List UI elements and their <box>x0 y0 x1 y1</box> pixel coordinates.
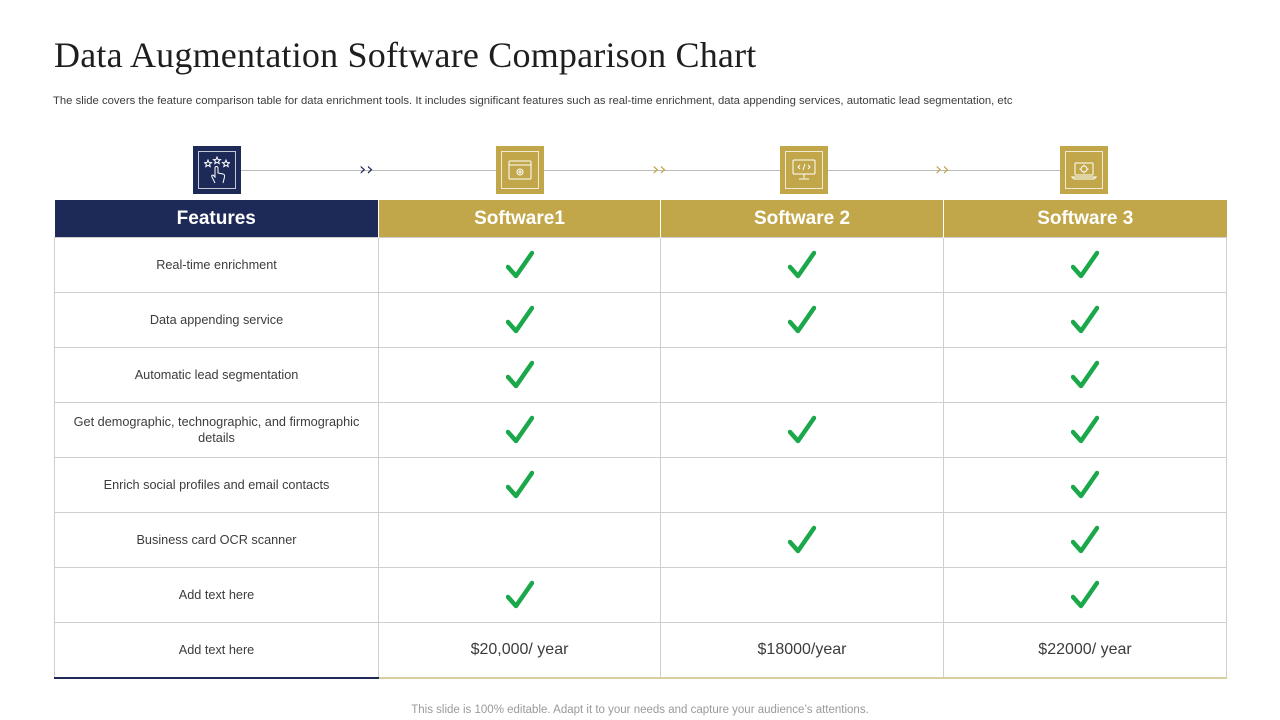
check-icon <box>1071 525 1099 554</box>
feature-label: Enrich social profiles and email contact… <box>54 457 379 513</box>
software-3-cell <box>943 292 1227 348</box>
software-1-cell <box>378 567 661 623</box>
browser-settings-icon <box>496 146 544 194</box>
check-icon <box>1071 470 1099 499</box>
software-2-cell <box>660 457 944 513</box>
feature-label: Get demographic, technographic, and firm… <box>54 402 379 458</box>
software-1-cell <box>378 402 661 458</box>
software-1-cell <box>378 347 661 403</box>
check-icon <box>505 470 534 499</box>
column-header-software-2: Software 2 <box>660 200 944 238</box>
column-header-features: Features <box>54 200 379 238</box>
table-header-row: Features Software1 Software 2 Software 3 <box>54 200 1227 238</box>
table-row: Automatic lead segmentation <box>54 347 1227 403</box>
software-2-cell <box>660 237 944 293</box>
slide-title: Data Augmentation Software Comparison Ch… <box>54 35 757 75</box>
software-1-price: $20,000/ year <box>378 622 661 679</box>
software-1-cell <box>378 292 661 348</box>
check-icon <box>505 250 534 279</box>
software-2-cell <box>660 292 944 348</box>
check-icon <box>1071 415 1099 444</box>
feature-label: Data appending service <box>54 292 379 348</box>
table-row: Business card OCR scanner <box>54 512 1227 568</box>
software-2-cell <box>660 347 944 403</box>
table-row: Get demographic, technographic, and firm… <box>54 402 1227 458</box>
table-row: Data appending service <box>54 292 1227 348</box>
comparison-table: Features Software1 Software 2 Software 3… <box>54 200 1227 679</box>
software-3-cell <box>943 402 1227 458</box>
software-1-cell <box>378 512 661 568</box>
check-icon <box>788 305 816 334</box>
column-header-software-3: Software 3 <box>943 200 1227 238</box>
flow-connector <box>828 170 1060 171</box>
software-3-price: $22000/ year <box>943 622 1227 679</box>
process-flow: ›› ›› ›› <box>0 140 1280 200</box>
check-icon <box>505 415 534 444</box>
software-3-cell <box>943 347 1227 403</box>
slide-footer: This slide is 100% editable. Adapt it to… <box>411 704 869 716</box>
check-icon <box>505 580 534 609</box>
software-2-price: $18000/year <box>660 622 944 679</box>
laptop-gear-icon <box>1060 146 1108 194</box>
feature-label: Add text here <box>54 622 379 679</box>
table-row: Real-time enrichment <box>54 237 1227 293</box>
price-row: Add text here $20,000/ year $18000/year $22… <box>54 622 1227 679</box>
double-chevron-icon: ›› <box>935 159 950 180</box>
monitor-code-icon <box>780 146 828 194</box>
software-1-cell <box>378 237 661 293</box>
check-icon <box>1071 580 1099 609</box>
software-2-cell <box>660 402 944 458</box>
touch-stars-icon <box>193 146 241 194</box>
check-icon <box>788 525 816 554</box>
feature-label: Automatic lead segmentation <box>54 347 379 403</box>
flow-connector <box>544 170 780 171</box>
feature-label: Business card OCR scanner <box>54 512 379 568</box>
software-2-cell <box>660 567 944 623</box>
check-icon <box>1071 250 1099 279</box>
column-header-software-1: Software1 <box>378 200 661 238</box>
software-3-cell <box>943 567 1227 623</box>
feature-label: Add text here <box>54 567 379 623</box>
flow-connector <box>240 170 496 171</box>
check-icon <box>1071 305 1099 334</box>
check-icon <box>1071 360 1099 389</box>
slide-subtitle: The slide covers the feature comparison … <box>53 95 1013 107</box>
check-icon <box>788 415 816 444</box>
software-1-cell <box>378 457 661 513</box>
table-row: Enrich social profiles and email contact… <box>54 457 1227 513</box>
software-2-cell <box>660 512 944 568</box>
software-3-cell <box>943 512 1227 568</box>
double-chevron-icon: ›› <box>652 159 667 180</box>
check-icon <box>505 360 534 389</box>
double-chevron-icon: ›› <box>359 159 374 180</box>
feature-label: Real-time enrichment <box>54 237 379 293</box>
check-icon <box>505 305 534 334</box>
check-icon <box>788 250 816 279</box>
software-3-cell <box>943 457 1227 513</box>
table-row: Add text here <box>54 567 1227 623</box>
software-3-cell <box>943 237 1227 293</box>
